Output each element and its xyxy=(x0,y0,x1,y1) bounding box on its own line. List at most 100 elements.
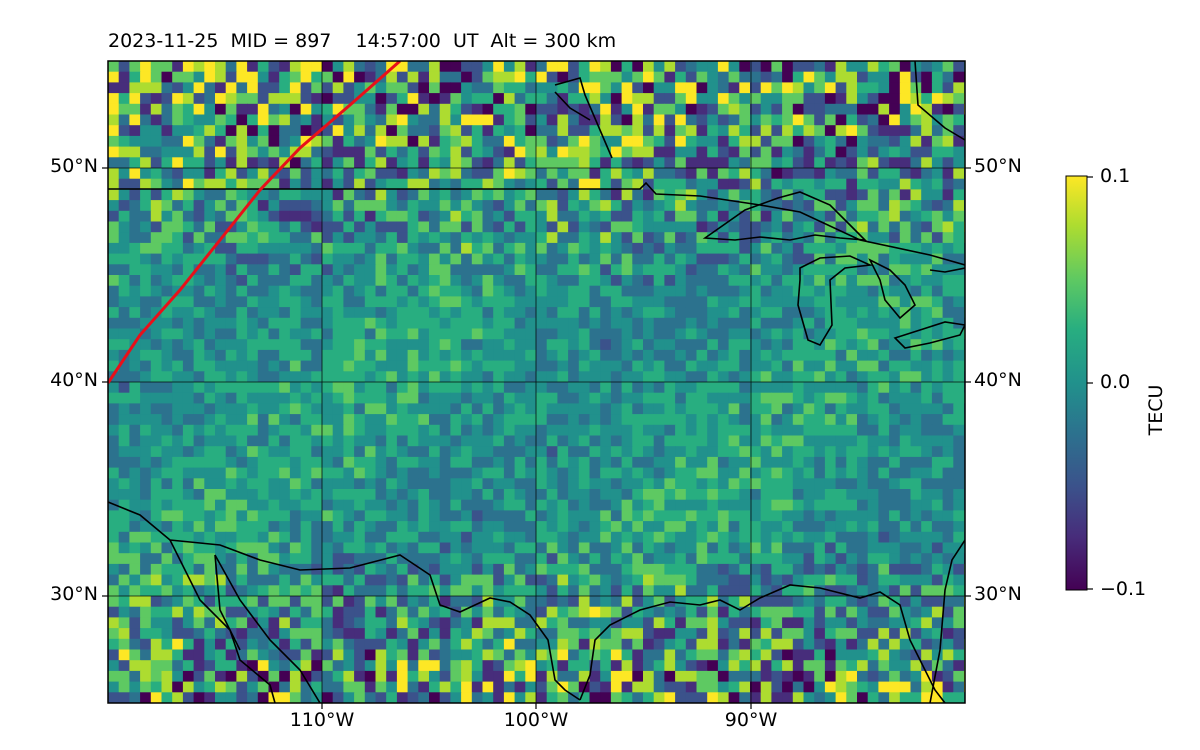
tec-pixel xyxy=(525,61,537,73)
tec-pixel xyxy=(782,681,794,693)
tec-pixel xyxy=(600,114,612,126)
tec-pixel xyxy=(268,435,280,447)
tec-pixel xyxy=(493,553,505,565)
tec-pixel xyxy=(429,638,441,651)
tec-pixel xyxy=(536,146,548,158)
tec-pixel xyxy=(653,606,665,618)
tec-pixel xyxy=(953,221,965,233)
tec-pixel xyxy=(322,221,334,233)
tec-pixel xyxy=(493,285,505,297)
tec-pixel xyxy=(578,328,591,340)
tec-pixel xyxy=(600,221,612,233)
tec-pixel xyxy=(354,531,366,544)
tec-pixel xyxy=(140,339,152,351)
tec-pixel xyxy=(931,93,944,105)
tec-pixel xyxy=(236,446,248,458)
tec-pixel xyxy=(942,456,954,469)
tec-pixel xyxy=(803,296,815,308)
tec-pixel xyxy=(268,392,280,404)
tec-pixel xyxy=(643,232,655,244)
tec-pixel xyxy=(482,253,494,265)
tec-pixel xyxy=(300,382,312,394)
tec-pixel xyxy=(375,189,387,201)
tec-pixel xyxy=(268,660,280,672)
tec-pixel xyxy=(621,692,633,703)
tec-pixel xyxy=(568,574,580,586)
tec-pixel xyxy=(525,232,537,244)
tec-pixel xyxy=(407,157,419,169)
tec-pixel xyxy=(632,446,644,458)
tec-pixel xyxy=(108,61,120,73)
tec-pixel xyxy=(311,456,323,469)
tec-pixel xyxy=(782,114,794,126)
tec-pixel xyxy=(589,296,601,308)
tec-pixel xyxy=(739,510,751,522)
tec-pixel xyxy=(707,553,719,565)
tec-pixel xyxy=(108,403,120,415)
tec-pixel xyxy=(354,146,366,158)
tec-pixel xyxy=(696,692,708,703)
tec-pixel xyxy=(568,242,580,255)
tec-pixel xyxy=(503,628,516,640)
tec-pixel xyxy=(514,660,526,672)
tec-pixel xyxy=(717,414,730,426)
tec-pixel xyxy=(332,125,344,137)
tec-pixel xyxy=(407,574,419,586)
tec-pixel xyxy=(771,210,783,223)
tec-pixel xyxy=(696,649,708,661)
tec-pixel xyxy=(610,157,623,169)
tec-pixel xyxy=(118,82,130,94)
tec-pixel xyxy=(311,296,323,308)
tec-pixel xyxy=(322,296,334,308)
tec-pixel xyxy=(643,510,655,522)
tec-pixel xyxy=(899,264,912,276)
tec-pixel xyxy=(835,510,847,522)
tec-pixel xyxy=(846,660,858,672)
tec-pixel xyxy=(161,424,173,437)
tec-pixel xyxy=(193,317,205,330)
tec-pixel xyxy=(396,328,409,340)
tec-pixel xyxy=(899,467,912,479)
tec-pixel xyxy=(396,349,409,362)
tec-pixel xyxy=(857,499,869,511)
tec-pixel xyxy=(803,285,815,297)
tec-pixel xyxy=(129,435,141,447)
tec-pixel xyxy=(867,210,879,223)
tec-pixel xyxy=(182,349,195,362)
tec-pixel xyxy=(653,670,665,683)
tec-pixel xyxy=(225,521,237,533)
tec-pixel xyxy=(225,125,237,137)
tec-pixel xyxy=(739,349,751,362)
tec-pixel xyxy=(172,392,184,404)
tec-pixel xyxy=(396,360,409,372)
tec-pixel xyxy=(739,392,751,404)
tec-pixel xyxy=(953,638,965,651)
tec-pixel xyxy=(364,563,377,576)
tec-pixel xyxy=(675,264,687,276)
tec-pixel xyxy=(846,135,858,148)
tec-pixel xyxy=(193,328,205,340)
tec-pixel xyxy=(503,317,516,330)
tec-pixel xyxy=(942,232,954,244)
tec-pixel xyxy=(782,61,794,73)
tec-pixel xyxy=(867,328,879,340)
tec-pixel xyxy=(204,563,216,576)
tec-pixel xyxy=(728,521,740,533)
tec-pixel xyxy=(129,189,141,201)
tec-pixel xyxy=(364,242,377,255)
tec-pixel xyxy=(439,563,451,576)
tec-pixel xyxy=(396,189,409,201)
tec-pixel xyxy=(429,242,441,255)
tec-pixel xyxy=(931,103,944,116)
tec-pixel xyxy=(482,168,494,180)
tec-pixel xyxy=(161,285,173,297)
tec-pixel xyxy=(118,542,130,554)
tec-pixel xyxy=(322,135,334,148)
tec-pixel xyxy=(364,649,377,661)
tec-pixel xyxy=(600,467,612,479)
tec-pixel xyxy=(846,285,858,297)
tec-pixel xyxy=(418,392,430,404)
tec-pixel xyxy=(921,649,933,661)
tec-pixel xyxy=(846,317,858,330)
tec-pixel xyxy=(161,82,173,94)
